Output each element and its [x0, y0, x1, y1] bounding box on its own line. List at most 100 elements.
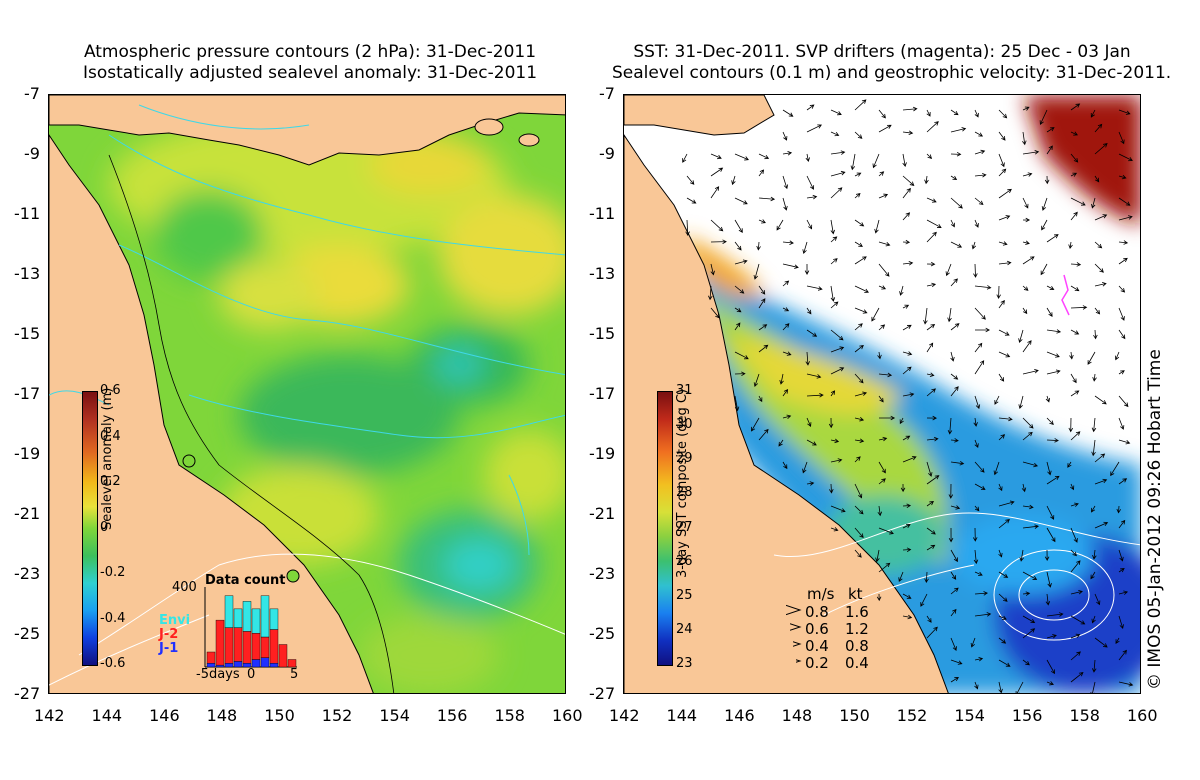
velocity-arrow [945, 263, 952, 277]
velocity-arrow [1040, 263, 1048, 276]
velocity-arrow [878, 285, 887, 290]
velocity-arrow [734, 351, 749, 360]
velocity-arrow [830, 131, 840, 137]
velocity-arrow [854, 99, 867, 111]
velocity-arrow [920, 593, 928, 607]
legend-j2: J-2 [159, 627, 179, 642]
velocity-arrow [734, 241, 742, 251]
velocity-arrow [974, 505, 980, 512]
velocity-arrow [1022, 149, 1040, 155]
velocity-arrow [998, 416, 1013, 422]
velocity-arrow [926, 109, 931, 117]
velocity-arrow [854, 285, 870, 293]
velocity-arrow [950, 109, 959, 116]
velocity-arrow [854, 456, 861, 463]
velocity-arrow [950, 505, 961, 510]
sst-colorbar-label: 3-day SST composite (deg C) [675, 388, 690, 578]
right-lat-tick: -23 [589, 564, 616, 583]
data-count-bar-envi [269, 608, 279, 630]
right-lat-tick: -17 [589, 384, 616, 403]
velocity-arrow [830, 329, 844, 341]
velocity-arrow [756, 241, 761, 251]
velocity-arrow [878, 562, 891, 573]
velocity-arrow [972, 527, 978, 542]
left-title: Atmospheric pressure contours (2 hPa): 3… [50, 42, 570, 84]
velocity-arrow [1118, 109, 1131, 115]
velocity-arrow [1070, 651, 1081, 661]
velocity-arrow [902, 435, 911, 441]
velocity-arrow [1046, 234, 1059, 243]
velocity-arrow [1015, 681, 1024, 693]
velocity-arrow [806, 219, 813, 230]
velocity-arrow [1046, 659, 1055, 675]
velocity-arrow [806, 194, 818, 200]
velocity-arrow [782, 414, 792, 420]
velocity-arrow [782, 307, 790, 312]
velocity-arrow [1046, 127, 1055, 133]
left-lat-tick: -27 [14, 684, 41, 703]
velocity-arrow [1118, 395, 1129, 408]
velocity-arrow [878, 193, 889, 199]
sealevel-anomaly-map [48, 94, 566, 694]
velocity-arrow [1022, 340, 1032, 353]
velocity-arrow [1118, 417, 1125, 430]
velocity-arrow [902, 523, 911, 529]
velocity-arrow [1070, 431, 1081, 441]
velocity-arrow [782, 131, 788, 141]
velocity-arrow [830, 109, 842, 116]
velocity-arrow [802, 241, 808, 254]
left-lon-tick: 158 [494, 706, 525, 725]
data-count-bar-envi [251, 608, 261, 634]
velocity-arrow [1090, 109, 1096, 118]
velocity-arrow [854, 192, 861, 199]
velocity-arrow [1118, 174, 1127, 180]
velocity-arrow [779, 373, 784, 385]
velocity-arrow [802, 461, 808, 474]
velocity-arrow [1070, 633, 1081, 639]
velocity-arrow [1087, 351, 1096, 365]
velocity-arrow [1094, 637, 1108, 648]
velocity-arrow [830, 187, 843, 199]
velocity-arrow [1046, 612, 1064, 617]
velocity-arrow [974, 307, 986, 320]
velocity-arrow [974, 656, 984, 662]
velocity-arrow [830, 527, 839, 532]
velocity-arrow [734, 197, 748, 205]
velocity-arrow [731, 175, 736, 186]
sst-colorbar-tick: 27 [676, 519, 693, 535]
velocity-arrow [974, 395, 981, 410]
data-count-xtick-1: 0 [247, 667, 256, 682]
velocity-arrow [1022, 307, 1028, 315]
left-lat-tick: -11 [14, 204, 41, 223]
data-count-title: Data count [205, 573, 286, 588]
velocity-arrow [926, 475, 940, 485]
velocity-arrow [805, 153, 810, 163]
velocity-arrow [1118, 329, 1126, 340]
velocity-arrow [806, 481, 815, 486]
velocity-arrow [1018, 395, 1024, 410]
velocity-arrow [926, 615, 932, 623]
velocity-arrow [1118, 257, 1128, 265]
velocity-arrow [926, 461, 933, 477]
velocity-arrow [1092, 373, 1097, 382]
velocity-arrow [830, 219, 836, 235]
velocity-arrow [782, 109, 794, 117]
velocity-arrow [854, 483, 863, 499]
velocity-arrow [1094, 307, 1101, 315]
velocity-arrow [950, 549, 958, 563]
velocity-arrow [734, 219, 743, 233]
velocity-arrow [926, 544, 936, 551]
velocity-arrow [1041, 197, 1048, 211]
sealevel-colorbar-tick: -0.6 [100, 656, 126, 671]
velocity-arrow [974, 461, 985, 473]
velocity-arrow [998, 131, 1006, 141]
right-lat-tick: -7 [599, 84, 615, 103]
velocity-arrow [782, 323, 790, 331]
velocity-arrow [686, 197, 697, 204]
velocity-arrow [1091, 439, 1096, 457]
velocity-arrow [830, 285, 836, 302]
data-count-bar-j-2 [260, 636, 270, 658]
left-lat-tick: -9 [24, 144, 40, 163]
velocity-arrow [1018, 329, 1024, 344]
velocity-arrow [1115, 637, 1120, 645]
